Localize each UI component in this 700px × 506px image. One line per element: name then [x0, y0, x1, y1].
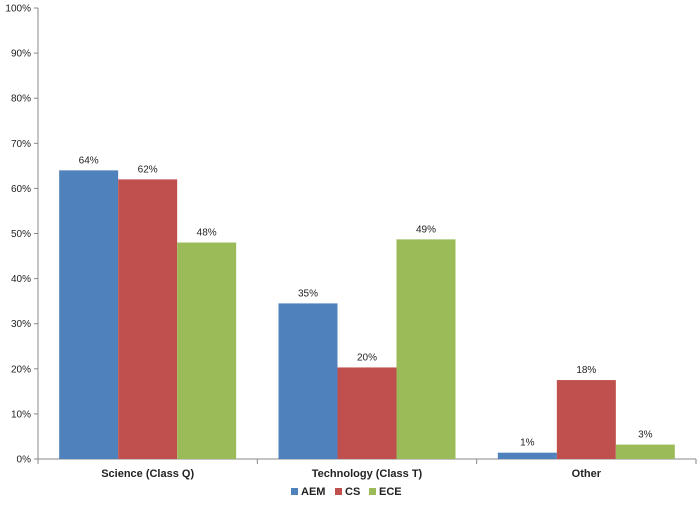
y-tick-label: 100% — [5, 4, 31, 15]
y-tick-label: 20% — [11, 364, 31, 375]
y-tick-label: 30% — [11, 319, 31, 330]
data-label: 1% — [520, 438, 535, 449]
legend-swatch-cs — [335, 488, 342, 495]
legend-swatch-ece — [369, 488, 376, 495]
data-label: 48% — [197, 228, 217, 239]
bars — [59, 170, 675, 460]
y-tick-label: 60% — [11, 184, 31, 195]
data-label: 62% — [138, 164, 158, 175]
bar-aem — [278, 303, 338, 459]
y-tick-label: 90% — [11, 49, 31, 60]
legend-label-cs: CS — [345, 486, 360, 498]
y-tick-label: 40% — [11, 274, 31, 285]
bar-aem — [59, 170, 119, 460]
y-tick-label: 70% — [11, 139, 31, 150]
x-tick-label: Other — [572, 468, 602, 480]
data-label: 3% — [638, 430, 653, 441]
bar-ece — [177, 242, 237, 459]
data-label: 20% — [357, 352, 377, 363]
y-tick-label: 0% — [17, 455, 32, 466]
data-label: 49% — [416, 224, 436, 235]
bar-ece — [396, 239, 456, 459]
y-tick-label: 80% — [11, 94, 31, 105]
data-label: 64% — [79, 155, 99, 166]
legend: AEM CS ECE — [291, 486, 402, 498]
y-tick-label: 50% — [11, 229, 31, 240]
axes: 0% 10% 20% 30% 40% 50% 60% 70% 80% 90% 100% Science… — [5, 4, 697, 480]
bar-cs — [556, 380, 616, 459]
bar-aem — [497, 452, 557, 459]
bar-cs — [337, 367, 397, 459]
legend-label-ece: ECE — [379, 486, 402, 498]
data-labels: 64% 62% 48% 35% 20% 49% 1% 18% 3% — [79, 155, 653, 448]
legend-label-aem: AEM — [301, 486, 325, 498]
data-label: 18% — [576, 365, 596, 376]
y-tick-label: 10% — [11, 409, 31, 420]
bar-ece — [615, 444, 675, 459]
legend-swatch-aem — [291, 488, 298, 495]
data-label: 35% — [298, 288, 318, 299]
x-tick-label: Technology (Class T) — [312, 468, 423, 480]
x-tick-label: Science (Class Q) — [101, 468, 194, 480]
bar-cs — [118, 179, 178, 459]
